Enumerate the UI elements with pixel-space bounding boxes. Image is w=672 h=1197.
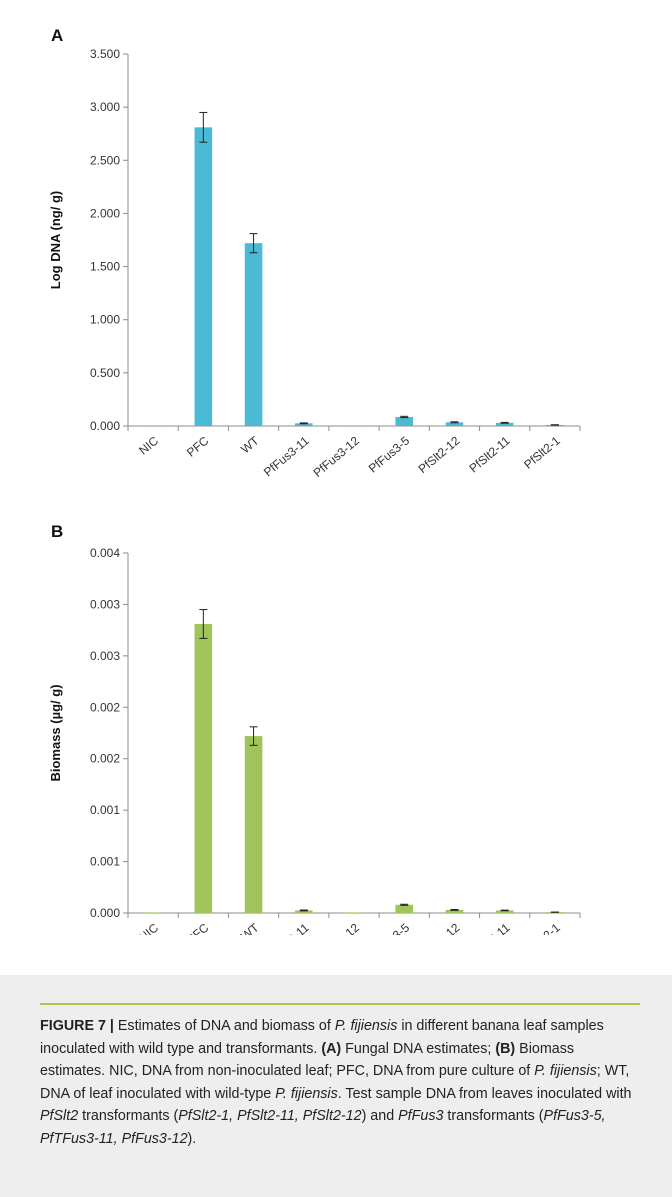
error-bar xyxy=(500,421,509,424)
bar xyxy=(294,910,313,913)
error-bar xyxy=(500,909,509,912)
caption-text: FIGURE 7 | Estimates of DNA and biomass … xyxy=(40,1015,640,1150)
bar xyxy=(395,416,414,426)
x-tick-label: PFC xyxy=(184,433,212,459)
error-bar xyxy=(450,909,459,911)
chart-panel-b: B 0.000 0.001 0.001 0.002 0.002 0.003 0.003 0.00… xyxy=(0,515,672,967)
x-tick-label: WT xyxy=(238,433,262,456)
bar xyxy=(194,623,213,913)
y-tick-label: 3.500 xyxy=(90,47,120,61)
y-tick-label: 0.000 xyxy=(90,419,120,433)
x-tick-label: PfSlt2-1 xyxy=(521,433,563,471)
y-tick-label: 0.001 xyxy=(90,855,120,869)
bar xyxy=(445,422,464,426)
y-tick-label: 0.004 xyxy=(90,546,120,560)
panel-label: A xyxy=(51,26,63,45)
bar xyxy=(294,423,313,426)
bar xyxy=(144,912,162,913)
y-tick-label: 1.000 xyxy=(90,313,120,327)
x-tick-label: PfFus3-12 xyxy=(311,433,363,480)
x-tick-label: PFC xyxy=(184,920,212,935)
x-tick-label: PfSlt2-1 xyxy=(521,920,563,935)
bar xyxy=(244,736,263,913)
bar xyxy=(144,425,162,426)
y-tick-label: 0.500 xyxy=(90,366,120,380)
error-bar xyxy=(450,421,459,424)
bar xyxy=(495,910,514,913)
x-tick-label: WT xyxy=(238,920,262,935)
figure-caption: FIGURE 7 | Estimates of DNA and biomass … xyxy=(40,1003,640,1179)
chart-b: B 0.000 0.001 0.001 0.002 0.002 0.003 0.003 0.00… xyxy=(48,522,581,967)
error-bar xyxy=(400,415,409,419)
y-tick-label: 0.003 xyxy=(90,649,120,663)
bar xyxy=(495,422,514,426)
y-axis-title: Biomass (µg/ g) xyxy=(48,684,63,781)
y-tick-label: 0.003 xyxy=(90,597,120,611)
y-tick-label: 1.500 xyxy=(90,260,120,274)
bar xyxy=(244,243,263,426)
caption-background xyxy=(0,975,672,1197)
caption-body: Estimates of DNA and biomass of P. fijie… xyxy=(40,1018,632,1147)
y-axis-title: Log DNA (ng/ g) xyxy=(48,191,63,289)
bar xyxy=(445,909,464,913)
x-tick-label: NIC xyxy=(136,920,161,935)
bar xyxy=(194,127,213,426)
x-tick-label: PfSlt2-11 xyxy=(466,433,512,475)
error-bar xyxy=(199,111,208,143)
x-tick-label: PfSlt2-12 xyxy=(416,433,463,476)
x-tick-label: PfFus3-11 xyxy=(261,920,312,935)
y-tick-label: 0.000 xyxy=(90,906,120,920)
y-tick-label: 2.500 xyxy=(90,153,120,167)
y-tick-label: 0.002 xyxy=(90,752,120,766)
y-tick-label: 2.000 xyxy=(90,206,120,220)
error-bar xyxy=(400,903,409,906)
x-tick-label: PfSlt2-11 xyxy=(466,920,512,935)
x-tick-label: PfFus3-5 xyxy=(366,433,413,475)
error-bar xyxy=(299,909,308,912)
panel-label: B xyxy=(51,522,63,541)
bar xyxy=(345,912,363,913)
error-bar xyxy=(199,609,208,639)
error-bar xyxy=(299,422,308,425)
error-bar xyxy=(249,233,258,254)
y-tick-label: 3.000 xyxy=(90,100,120,114)
x-tick-label: PfSlt2-12 xyxy=(416,920,463,935)
chart-panel-a: A 0.000 0.500 1.000 1.500 2.000 2.500 3.000 3.50… xyxy=(0,0,672,500)
chart-a: A 0.000 0.500 1.000 1.500 2.000 2.500 3.000 3.50… xyxy=(48,26,581,480)
error-bar xyxy=(249,726,258,746)
bar xyxy=(395,904,414,913)
x-tick-label: PfFus3-12 xyxy=(311,920,363,935)
x-tick-label: NIC xyxy=(136,433,161,457)
x-tick-label: PfFus3-11 xyxy=(261,433,312,479)
y-tick-label: 0.002 xyxy=(90,700,120,714)
caption-figure-label: FIGURE 7 | xyxy=(40,1018,114,1034)
y-tick-label: 0.001 xyxy=(90,803,120,817)
x-tick-label: PfFus3-5 xyxy=(366,920,413,935)
bar xyxy=(345,425,363,426)
